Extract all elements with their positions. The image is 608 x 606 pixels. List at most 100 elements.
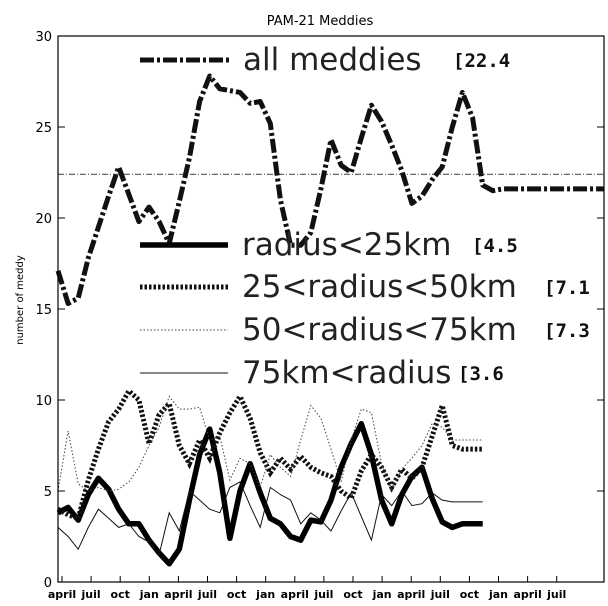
data-point	[260, 492, 261, 493]
data-point	[199, 454, 200, 455]
data-point	[482, 185, 483, 186]
data-point	[442, 427, 443, 428]
data-point	[401, 490, 402, 491]
data-point	[371, 454, 372, 455]
data-point	[270, 518, 271, 519]
data-point	[371, 105, 372, 106]
data-point	[482, 501, 483, 502]
data-point	[250, 418, 251, 419]
data-point	[351, 439, 352, 440]
data-point	[159, 554, 160, 555]
data-point	[209, 458, 210, 459]
x-tick-label: juil	[430, 588, 450, 601]
data-point	[330, 500, 331, 501]
series-line-75km-radius	[57, 481, 483, 556]
data-point	[88, 479, 89, 480]
data-point	[432, 423, 433, 424]
data-point	[543, 188, 544, 189]
y-tick-label: 5	[44, 485, 52, 500]
data-point	[462, 449, 463, 450]
data-point	[98, 509, 99, 510]
y-tick-label: 30	[35, 30, 52, 45]
data-point	[472, 523, 473, 524]
data-point	[361, 516, 362, 517]
data-point	[219, 512, 220, 513]
data-point	[108, 196, 109, 197]
data-point	[98, 487, 99, 488]
data-point	[310, 405, 311, 406]
data-point	[300, 540, 301, 541]
data-point	[118, 166, 119, 167]
y-tick-label: 20	[35, 212, 52, 227]
data-point	[219, 88, 220, 89]
data-point	[472, 501, 473, 502]
data-point	[270, 123, 271, 124]
data-point	[88, 527, 89, 528]
data-point	[270, 472, 271, 473]
data-point	[159, 427, 160, 428]
data-point	[452, 501, 453, 502]
data-point	[351, 498, 352, 499]
data-point	[219, 432, 220, 433]
data-point	[169, 563, 170, 564]
data-point	[148, 541, 149, 542]
data-point	[189, 490, 190, 491]
data-point	[108, 490, 109, 491]
data-point	[189, 463, 190, 464]
data-point	[159, 221, 160, 222]
data-point	[472, 449, 473, 450]
data-point	[391, 490, 392, 491]
x-tick-label: jan	[255, 588, 275, 601]
data-point	[159, 414, 160, 415]
data-point	[138, 536, 139, 537]
data-point	[209, 439, 210, 440]
data-point	[462, 92, 463, 93]
data-point	[432, 436, 433, 437]
data-point	[239, 396, 240, 397]
data-point	[260, 527, 261, 528]
data-point	[391, 523, 392, 524]
data-point	[300, 523, 301, 524]
y-tick-label: 0	[44, 576, 52, 591]
data-point	[219, 472, 220, 473]
data-point	[260, 487, 261, 488]
data-point	[371, 412, 372, 413]
data-point	[482, 449, 483, 450]
legend-mean-50-radius-75km: [7.3	[544, 320, 590, 342]
data-point	[280, 199, 281, 200]
data-point	[421, 196, 422, 197]
data-point	[78, 297, 79, 298]
data-point	[381, 500, 382, 501]
data-point	[462, 523, 463, 524]
data-point	[128, 194, 129, 195]
data-point	[411, 505, 412, 506]
data-point	[250, 103, 251, 104]
data-point	[128, 481, 129, 482]
data-point	[300, 456, 301, 457]
data-point	[138, 221, 139, 222]
data-point	[442, 500, 443, 501]
data-point	[320, 472, 321, 473]
data-point	[290, 536, 291, 537]
data-point	[98, 227, 99, 228]
data-point	[401, 469, 402, 470]
data-point	[442, 405, 443, 406]
data-point	[361, 423, 362, 424]
data-point	[118, 509, 119, 510]
x-tick-label: juil	[546, 588, 566, 601]
data-point	[280, 467, 281, 468]
data-point	[391, 505, 392, 506]
data-point	[199, 101, 200, 102]
data-point	[148, 540, 149, 541]
data-point	[593, 188, 594, 189]
data-point	[229, 479, 230, 480]
data-point	[310, 512, 311, 513]
legend-label-radius-25km: radius<25km	[242, 227, 451, 263]
data-point	[68, 507, 69, 508]
data-point	[239, 490, 240, 491]
data-point	[148, 206, 149, 207]
data-point	[199, 439, 200, 440]
data-point	[421, 503, 422, 504]
data-point	[250, 463, 251, 464]
data-point	[169, 396, 170, 397]
